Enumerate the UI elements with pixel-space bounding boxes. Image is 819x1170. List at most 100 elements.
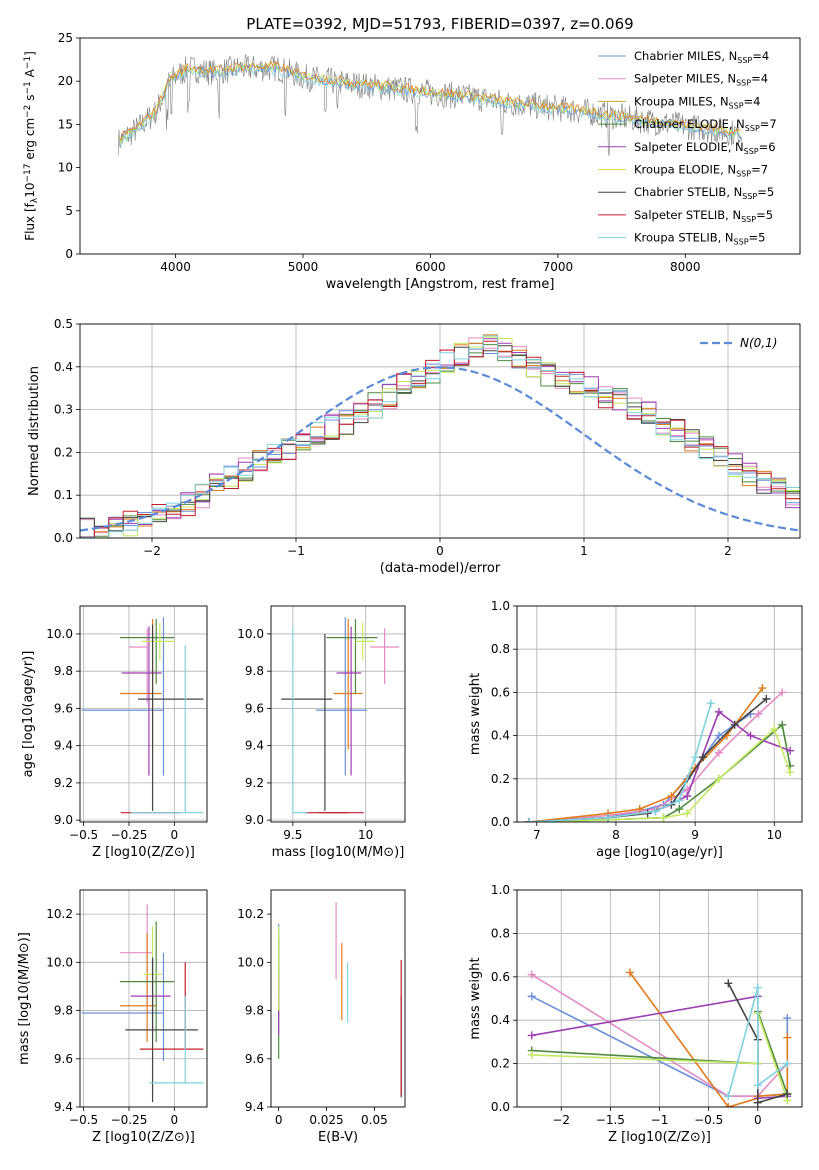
hist-legend: N(0,1) xyxy=(700,336,777,350)
hist-steps xyxy=(80,334,800,538)
legend-label-sub-4: SSP xyxy=(744,147,759,156)
legend-label-sub-7: SSP xyxy=(741,215,756,224)
legend-label-name-4: Salpeter ELODIE, N xyxy=(634,140,744,154)
weight_vs_age-xlabel: age [log10(age/yr)] xyxy=(596,845,723,860)
weight_vs_age-xtick-label-1: 8 xyxy=(612,828,620,842)
mass_vs_Z-xtick-label-0: −0.5 xyxy=(69,1113,98,1127)
residual_hist-ytick-label-5: 0.5 xyxy=(54,317,73,331)
hist-series-8 xyxy=(80,335,800,538)
weight_vs_age-marker-1-6 xyxy=(778,688,787,697)
weight_vs_age-marker-6-5 xyxy=(730,720,739,729)
spectrum-ylabel-part-8: A xyxy=(23,68,37,81)
weight_vs_age-marker-4-3 xyxy=(683,792,692,801)
weight_vs_age-marker-1-4 xyxy=(714,748,723,757)
legend-label-sub-1: SSP xyxy=(736,79,751,88)
legend-label-suffix-5: =7 xyxy=(751,163,768,177)
weight_vs_age-marker-1-5 xyxy=(754,710,763,718)
weight_vs_Z-xtick-label-1: −1.5 xyxy=(596,1113,625,1127)
weight_vs_age-marker-7-2 xyxy=(651,807,660,816)
weight_vs_age-marker-4-6 xyxy=(786,746,795,755)
legend-label-6: Chabrier STELIB, NSSP=5 xyxy=(634,185,774,201)
legend-label-0: Chabrier MILES, NSSP=4 xyxy=(634,49,769,65)
legend-label-name-2: Kroupa MILES, N xyxy=(634,94,729,108)
weight_vs_Z-marker-2-1 xyxy=(724,1103,733,1107)
legend-label-sub-5: SSP xyxy=(736,170,751,179)
weight_vs_Z-marker-7-3 xyxy=(783,1059,792,1068)
spectrum-lines xyxy=(117,54,743,157)
weight_vs_age-series xyxy=(524,684,795,822)
legend-label-suffix-2: =4 xyxy=(744,94,761,108)
age_vs_Z-ytick-label-5: 10.0 xyxy=(46,627,73,641)
legend-label-suffix-7: =5 xyxy=(756,208,773,222)
residual_hist-xtick-label-1: −1 xyxy=(287,544,305,558)
weight_vs_Z-marker-0-4 xyxy=(783,1014,792,1023)
mass_vs_ebv-ytick-label-1: 9.6 xyxy=(245,1052,264,1066)
legend-label-1: Salpeter MILES, NSSP=4 xyxy=(634,72,768,88)
mass_vs_ebv-ytick-label-2: 9.8 xyxy=(245,1004,264,1018)
spectrum-legend: Chabrier MILES, NSSP=4 Salpeter MILES, NS… xyxy=(598,49,777,247)
age_vs_mass-ytick-label-1: 9.2 xyxy=(245,776,264,790)
weight_vs_age-marker-7-5 xyxy=(706,699,715,708)
legend-label-suffix-0: =4 xyxy=(752,49,769,63)
spectrum-frame xyxy=(79,37,801,255)
age_vs_Z-xlabel: Z [log10(Z/Z⊙)] xyxy=(92,845,195,860)
mass_vs_ebv-ytick-label-3: 10.0 xyxy=(237,955,264,969)
hist-series-7 xyxy=(80,340,800,538)
spectrum-ytick-label-1: 5 xyxy=(65,204,73,218)
weight_vs_age-marker-2-3 xyxy=(667,792,676,801)
legend-label-name-7: Salpeter STELIB, N xyxy=(634,208,741,222)
weight_vs_age-marker-7-4 xyxy=(691,753,700,762)
spectrum-xtick-label-4: 8000 xyxy=(670,260,701,274)
weight_vs_age-marker-5-4 xyxy=(714,774,723,783)
age_vs_Z-xtick-label-2: 0 xyxy=(171,828,179,842)
age_vs_mass-axes: 9.5 10 9.0 9.2 9.4 9.6 9.8 10.0 mass [log10(M/M⊙… xyxy=(237,605,406,860)
weight_vs_Z-ytick-label-1: 0.2 xyxy=(491,1057,510,1071)
spectrum-ytick-label-2: 10 xyxy=(58,161,73,175)
legend-label-name-3: Chabrier ELODIE, N xyxy=(634,117,745,131)
weight_vs_age-axes: 7 8 9 10 0.0 0.2 0.4 0.6 0.8 1.0 age [log10(age/yr… xyxy=(468,599,803,860)
gaussian-legend-label: N(0,1) xyxy=(740,336,777,350)
mass_vs_Z-xtick-label-2: 0 xyxy=(171,1113,179,1127)
age_vs_Z-xtick-label-1: −0.25 xyxy=(111,828,148,842)
mass_vs_Z-axes: −0.5 −0.25 0 9.4 9.6 9.8 10.0 10.2 Z [log10(Z/Z⊙… xyxy=(17,889,208,1145)
mass_vs_ebv-ytick-label-4: 10.2 xyxy=(237,907,264,921)
weight_vs_Z-xlabel: Z [log10(Z/Z⊙)] xyxy=(608,1130,711,1145)
age_vs_mass-frame xyxy=(270,605,406,823)
legend-label-suffix-4: =6 xyxy=(759,140,776,154)
weight_vs_Z-marker-7-2 xyxy=(753,1081,762,1090)
spectrum-ylabel: Flux [fλ10−17 erg cm−2 s−1 A−1] xyxy=(23,51,40,241)
weight_vs_age-marker-7-3 xyxy=(675,796,684,805)
weight_vs_age-line-6 xyxy=(528,698,767,822)
weight_vs_Z-axes: −2 −1.5 −1 −0.5 0 0.0 0.2 0.4 0.6 0.8 1.0 Z [log10(… xyxy=(468,883,803,1145)
mass_vs_Z-xlabel: Z [log10(Z/Z⊙)] xyxy=(92,1130,195,1145)
residual_hist-ytick-label-4: 0.4 xyxy=(54,360,73,374)
weight_vs_age-xtick-label-0: 7 xyxy=(533,828,541,842)
weight_vs_Z-frame xyxy=(516,889,803,1108)
mass_vs_Z-ytick-label-1: 9.6 xyxy=(54,1052,73,1066)
mass_vs_ebv-points xyxy=(278,902,402,1098)
weight_vs_age-marker-3-5 xyxy=(778,720,787,729)
weight_vs_Z-marker-7-0 xyxy=(724,1092,733,1101)
mass_vs_ebv-xtick-label-0: 0 xyxy=(275,1113,283,1127)
weight_vs_Z-marker-6-0 xyxy=(724,979,733,988)
legend-label-suffix-1: =4 xyxy=(751,72,768,86)
residual_hist-ytick-label-0: 0.0 xyxy=(54,531,73,545)
weight_vs_age-ytick-label-4: 0.8 xyxy=(491,642,510,656)
mass_vs_ebv-xtick-label-2: 0.05 xyxy=(361,1113,388,1127)
weight_vs_age-marker-4-4 xyxy=(714,707,723,716)
legend-label-2: Kroupa MILES, NSSP=4 xyxy=(634,94,760,110)
legend-label-name-8: Kroupa STELIB, N xyxy=(634,231,734,245)
legend-label-sub-2: SSP xyxy=(729,101,744,110)
mass_vs_Z-frame xyxy=(79,889,208,1108)
weight_vs_age-marker-0-5 xyxy=(714,731,723,740)
mass_vs_ebv-xlabel: E(B-V) xyxy=(318,1130,358,1145)
weight_vs_age-marker-5-3 xyxy=(683,809,692,818)
legend-label-suffix-3: =7 xyxy=(760,117,777,131)
age_vs_Z-points xyxy=(81,617,204,814)
legend-label-sub-3: SSP xyxy=(745,124,760,133)
residual_hist-ytick-label-3: 0.3 xyxy=(54,403,73,417)
legend-label-name-6: Chabrier STELIB, N xyxy=(634,185,742,199)
residual_hist-ytick-label-1: 0.1 xyxy=(54,488,73,502)
residual_hist-xtick-label-2: 0 xyxy=(436,544,444,558)
gaussian-curve xyxy=(80,366,800,532)
